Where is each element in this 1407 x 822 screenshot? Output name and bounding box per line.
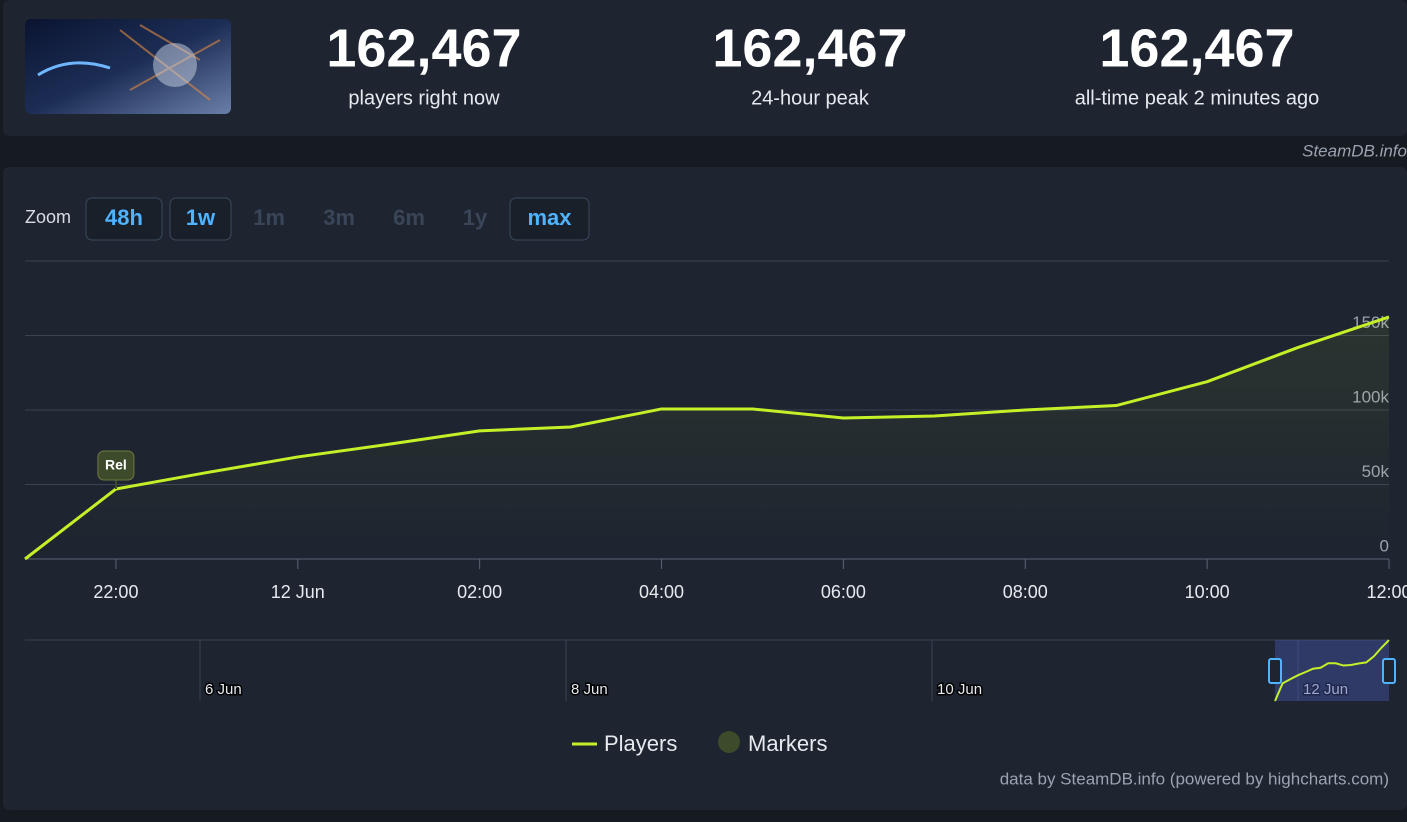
stat-value: 162,467: [1099, 18, 1294, 78]
header-card: [3, 0, 1407, 136]
zoom-button-label[interactable]: 1w: [186, 205, 216, 230]
logo-art: [37, 61, 111, 77]
stat-value: 162,467: [712, 18, 907, 78]
x-tick-label: 12:00: [1366, 582, 1407, 602]
zoom-button-label: 3m: [323, 205, 355, 230]
navigator-handle[interactable]: [1382, 658, 1396, 684]
legend-label[interactable]: Players: [604, 731, 677, 756]
zoom-button[interactable]: [85, 197, 163, 241]
event-marker[interactable]: [97, 450, 135, 481]
zoom-button-label: 6m: [393, 205, 425, 230]
navigator-tick-label: 8 Jun: [571, 681, 608, 698]
area: [25, 316, 1389, 559]
zoom-button-label: 1y: [463, 205, 488, 230]
credits[interactable]: data by SteamDB.info (powered by highcha…: [1000, 769, 1389, 788]
zoom-button[interactable]: [169, 197, 232, 241]
zoom-button-label: 1m: [253, 205, 285, 230]
watermark: SteamDB.info: [1302, 141, 1407, 160]
stat-label: players right now: [348, 87, 500, 109]
navigator-tick-label: 10 Jun: [937, 681, 982, 698]
stat-value: 162,467: [326, 18, 521, 78]
x-tick-label: 10:00: [1185, 582, 1230, 602]
game-logo: [25, 19, 231, 114]
zoom-button[interactable]: [509, 197, 590, 241]
legend-label[interactable]: Markers: [748, 731, 827, 756]
x-tick-label: 04:00: [639, 582, 684, 602]
x-tick-label: 06:00: [821, 582, 866, 602]
zoom-label: Zoom: [25, 207, 71, 227]
x-tick-label: 12 Jun: [271, 582, 325, 602]
stat-label: all-time peak 2 minutes ago: [1075, 87, 1320, 109]
stat-label: 24-hour peak: [751, 87, 870, 109]
navigator-tick-label: 12 Jun: [1303, 681, 1348, 698]
navigator-handle[interactable]: [1268, 658, 1282, 684]
navigator-window[interactable]: [1275, 640, 1389, 701]
legend-marker: [718, 731, 740, 753]
zoom-button-label[interactable]: 48h: [105, 205, 143, 230]
navigator-tick-label: 6 Jun: [205, 681, 242, 698]
x-tick-label: 02:00: [457, 582, 502, 602]
navigator-line: [1274, 639, 1390, 702]
zoom-button-label[interactable]: max: [527, 205, 572, 230]
x-tick-label: 22:00: [93, 582, 138, 602]
event-marker-label[interactable]: Rel: [105, 457, 127, 473]
line: [24, 315, 1390, 561]
logo-art: [153, 43, 197, 87]
x-tick-label: 08:00: [1003, 582, 1048, 602]
